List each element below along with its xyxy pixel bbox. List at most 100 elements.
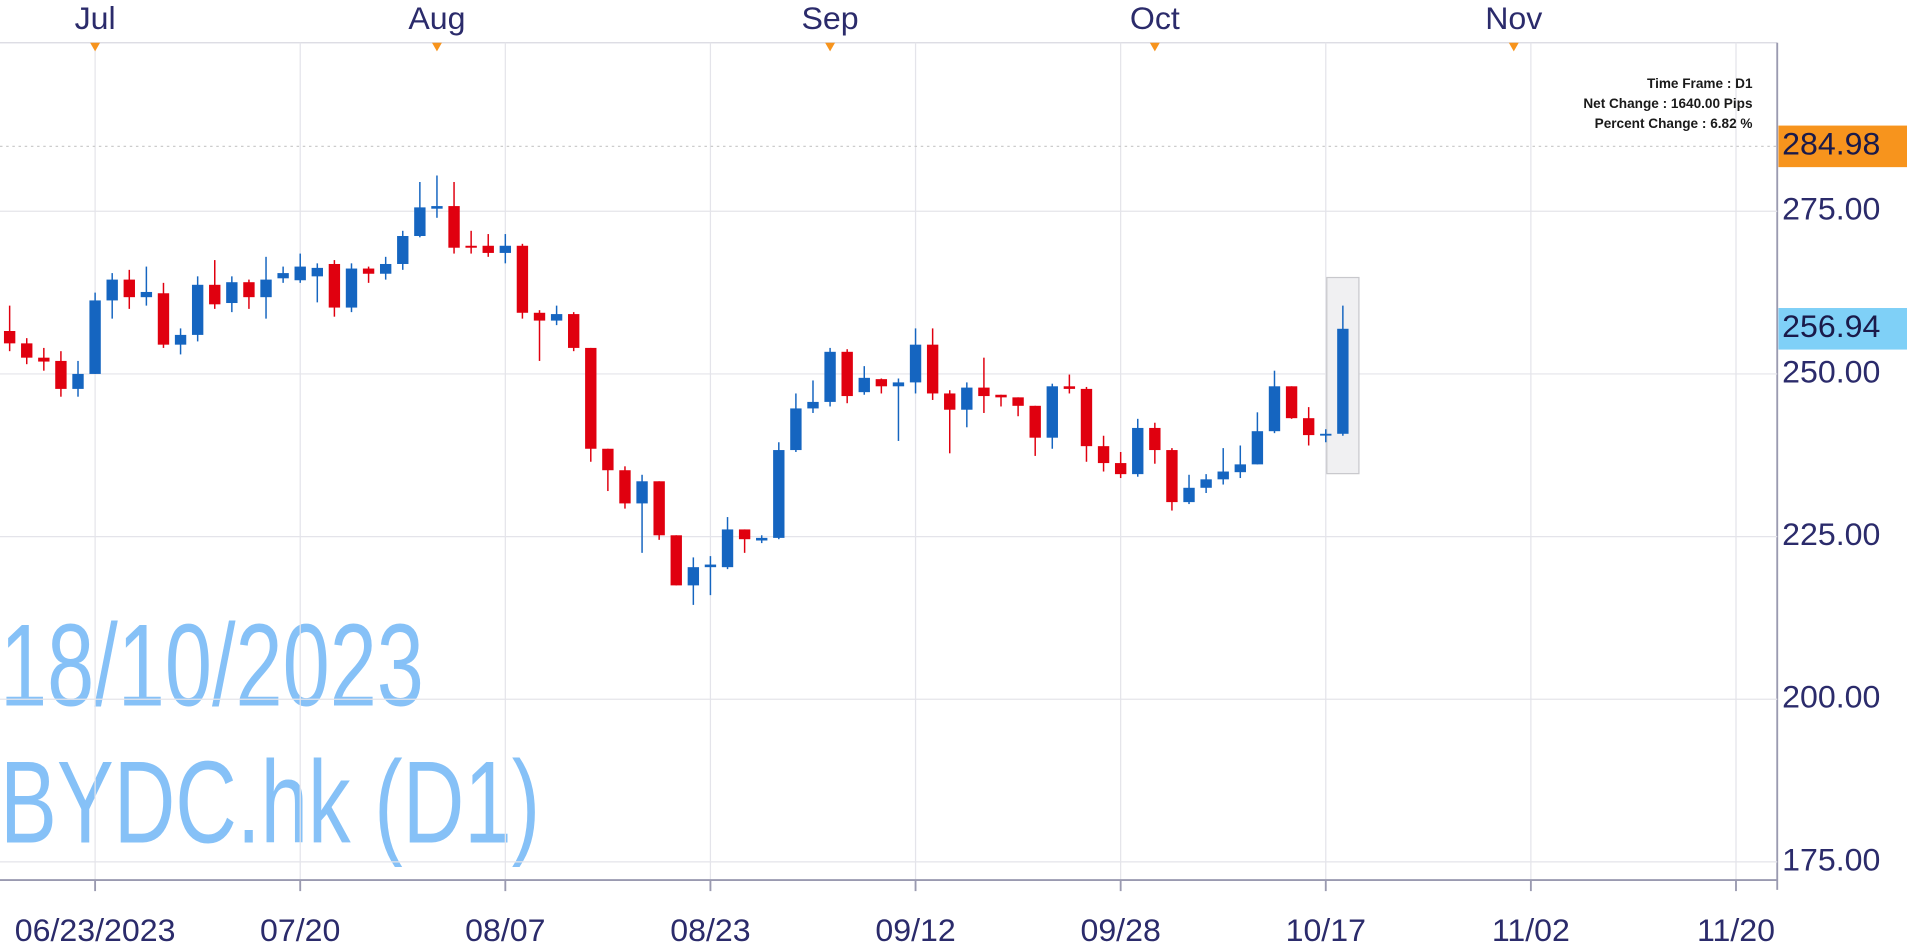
candle-body (636, 481, 648, 504)
candle-body (619, 470, 631, 504)
candle-body (892, 382, 905, 387)
candle-body (1234, 464, 1246, 473)
price-tag (1778, 308, 1907, 350)
month-marker (90, 42, 101, 52)
month-marker (1508, 42, 1519, 52)
month-marker (825, 42, 836, 52)
candle-body (174, 334, 187, 345)
candle-body (756, 537, 768, 541)
candle-body (397, 236, 409, 264)
info-text: Percent Change : 6.82 % (1595, 116, 1753, 131)
candle-body (72, 373, 84, 389)
candle-body (687, 567, 700, 586)
x-tick-label: 08/23 (670, 912, 750, 948)
candle-body (841, 351, 853, 397)
month-label: Aug (408, 0, 465, 36)
month-label: Jul (75, 0, 116, 36)
candle-body (482, 245, 494, 253)
y-tick-label: 175.00 (1782, 841, 1880, 877)
candle-body (1046, 386, 1058, 438)
candle-body (123, 279, 135, 298)
info-text: Time Frame : D1 (1647, 76, 1753, 91)
price-tag-label: 256.94 (1782, 308, 1880, 344)
y-tick-label: 200.00 (1782, 679, 1880, 715)
candle-body (1217, 471, 1229, 480)
candle-body (38, 357, 50, 362)
candle-body (1285, 386, 1298, 419)
candle-body (294, 266, 306, 281)
candle-body (568, 314, 580, 348)
candle-body (961, 387, 973, 410)
candle-body (345, 268, 358, 308)
candle-body (1166, 450, 1178, 503)
candle-body (516, 245, 529, 313)
x-tick-label: 09/28 (1080, 912, 1160, 948)
candle-body (499, 245, 512, 253)
x-tick-label: 11/20 (1697, 912, 1775, 948)
candle-body (1268, 386, 1281, 432)
y-tick-label: 275.00 (1782, 191, 1880, 227)
candle-body (1337, 328, 1349, 434)
candle-body (670, 535, 682, 586)
x-tick-label: 08/07 (465, 912, 545, 948)
candle-body (157, 293, 170, 345)
watermark: 18/10/2023 (0, 600, 424, 731)
candle-body (1200, 479, 1212, 488)
candle-body (807, 401, 819, 409)
candle-body (243, 282, 255, 298)
candle-body (909, 344, 922, 383)
price-tag (1778, 125, 1907, 168)
candle-body (602, 448, 614, 471)
candle-body (1183, 487, 1195, 503)
candle-body (55, 360, 67, 389)
candle-body (89, 300, 101, 374)
candle-body (260, 279, 272, 298)
candle-body (191, 284, 204, 335)
candle-body (1320, 433, 1332, 436)
y-tick-label: 225.00 (1782, 516, 1880, 552)
candle-body (277, 273, 289, 279)
candle-body (1114, 463, 1127, 475)
candle-body (209, 284, 221, 305)
candle-body (226, 282, 238, 304)
month-label: Sep (802, 0, 859, 36)
x-tick-label: 09/12 (875, 912, 955, 948)
candle-body (448, 206, 460, 248)
candle-body (533, 312, 546, 321)
candle-body (1080, 388, 1093, 447)
candle-body (944, 393, 956, 410)
watermark: BYDC.hk (D1) (0, 737, 540, 868)
x-tick-label: 11/02 (1492, 912, 1570, 948)
candle-body (379, 263, 392, 274)
candle-body (773, 450, 785, 538)
candle-body (1251, 431, 1264, 465)
candle-body (978, 387, 990, 397)
candle-body (106, 279, 118, 301)
candle-body (328, 263, 341, 308)
candle-body (362, 268, 375, 274)
x-tick-label: 06/23/2023 (15, 912, 176, 948)
candle-body (1132, 427, 1144, 475)
month-marker (1149, 42, 1160, 52)
candle-body (414, 207, 426, 237)
price-tag-label: 284.98 (1782, 126, 1880, 162)
candle-body (21, 343, 33, 358)
y-tick-label: 250.00 (1782, 353, 1880, 389)
info-text: Net Change : 1640.00 Pips (1583, 96, 1752, 111)
candle-body (824, 351, 836, 402)
candle-body (790, 408, 802, 451)
candle-body (3, 330, 16, 344)
x-tick-label: 10/17 (1286, 912, 1366, 948)
x-tick-label: 07/20 (260, 912, 340, 948)
candle-body (704, 564, 717, 568)
candle-body (926, 344, 939, 394)
candle-body (1029, 405, 1041, 438)
candle-body (465, 245, 477, 248)
candle-body (875, 379, 888, 387)
candle-body (431, 206, 443, 209)
candle-body (1302, 418, 1315, 436)
candle-body (738, 529, 751, 540)
month-label: Nov (1485, 0, 1542, 36)
